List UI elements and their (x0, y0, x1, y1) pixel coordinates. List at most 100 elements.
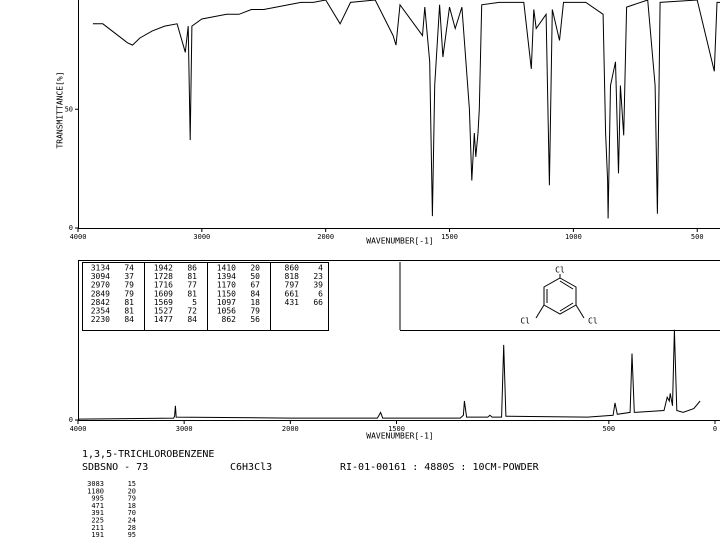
peak-intensity: 81 (124, 307, 134, 316)
peak-wavenumber: 1097 (217, 298, 236, 307)
double-bonds (546, 280, 574, 312)
raman-intensity: 28 (128, 524, 136, 532)
bond (575, 304, 585, 319)
x-tick-label: 1500 (388, 425, 405, 433)
raman-wavenumber: 391 (91, 509, 104, 517)
raman-intensity: 95 (128, 531, 136, 539)
peak-intensity: 66 (313, 298, 323, 307)
raman-intensity: 20 (128, 487, 136, 495)
raman-wavenumber: 225 (91, 517, 104, 525)
peak-intensity: 56 (250, 315, 260, 324)
peak-wavenumber: 1716 (154, 281, 173, 290)
peak-wavenumber: 661 (285, 289, 300, 298)
benzene-ring (543, 277, 577, 315)
peak-wavenumber: 1942 (154, 264, 173, 273)
spectrum-line (77, 329, 701, 420)
peak-wavenumber: 797 (285, 281, 300, 290)
peak-intensity: 74 (124, 264, 134, 273)
peak-wavenumber: 2842 (91, 298, 110, 307)
compound-name: 1,3,5-TRICHLOROBENZENE (82, 449, 214, 460)
peak-wavenumber: 1394 (217, 272, 236, 281)
peak-intensity: 81 (187, 272, 197, 281)
peak-wavenumber: 1569 (154, 298, 173, 307)
atom-label: Cl (555, 266, 565, 275)
peak-intensity: 79 (250, 307, 260, 316)
raman-intensity: 18 (128, 502, 136, 510)
peak-intensity: 84 (124, 315, 134, 324)
peak-intensity: 72 (187, 307, 197, 316)
peak-intensity: 6 (318, 289, 323, 298)
peak-intensity: 23 (313, 272, 323, 281)
ir-peak-box (82, 262, 329, 331)
peak-intensity: 37 (124, 272, 134, 281)
y-tick-label: 50 (65, 105, 73, 113)
peak-wavenumber: 2849 (91, 289, 110, 298)
peak-intensity: 4 (318, 264, 323, 273)
x-tick-label: 4000 (70, 233, 87, 241)
peak-wavenumber: 1056 (217, 307, 236, 316)
y-axis-label: TRANSMITTANCE[%] (56, 71, 65, 148)
structure: Cl Cl Cl (520, 266, 597, 326)
raman-wavenumber: 211 (91, 524, 104, 532)
peak-intensity: 79 (124, 289, 134, 298)
x-tick-label: 3000 (176, 425, 193, 433)
x-tick-label: 1000 (565, 233, 582, 241)
x-tick-label: 2000 (317, 233, 334, 241)
peak-wavenumber: 2230 (91, 315, 110, 324)
raman-intensity: 15 (128, 480, 136, 488)
x-axis-label: WAVENUMBER[-1] (366, 432, 433, 441)
y-tick-label: 0 (69, 224, 73, 232)
sample-code: RI-01-00161 : 4880S : 10CM-POWDER (340, 462, 540, 473)
peak-intensity: 77 (187, 281, 197, 290)
sdbs-number: SDBSNO - 73 (82, 462, 148, 473)
x-tick-label: 2000 (282, 425, 299, 433)
peak-wavenumber: 3134 (91, 264, 110, 273)
peak-intensity: 67 (250, 281, 260, 290)
peak-wavenumber: 2354 (91, 307, 110, 316)
raman-wavenumber: 191 (91, 531, 104, 539)
raman-intensity: 79 (128, 495, 136, 503)
atom-label: Cl (520, 317, 530, 326)
peak-intensity: 86 (187, 264, 197, 273)
raman-wavenumber: 1180 (87, 487, 104, 495)
peak-wavenumber: 1410 (217, 264, 236, 273)
peak-intensity: 50 (250, 272, 260, 281)
raman-wavenumber: 471 (91, 502, 104, 510)
peak-intensity: 18 (250, 298, 260, 307)
x-tick-label: 1500 (441, 233, 458, 241)
x-tick-label: 500 (691, 233, 704, 241)
peak-wavenumber: 1527 (154, 307, 173, 316)
peak-intensity: 20 (250, 264, 260, 273)
x-tick-label: 500 (603, 425, 616, 433)
peak-wavenumber: 1728 (154, 272, 173, 281)
peak-wavenumber: 860 (285, 264, 300, 273)
peak-intensity: 84 (250, 289, 260, 298)
peak-wavenumber: 3094 (91, 272, 110, 281)
raman-intensity: 70 (128, 509, 136, 517)
peak-intensity: 81 (187, 289, 197, 298)
peak-intensity: 81 (124, 298, 134, 307)
peak-wavenumber: 1170 (217, 281, 236, 290)
peak-wavenumber: 1477 (154, 315, 173, 324)
peak-intensity: 84 (187, 315, 197, 324)
x-tick-label: 0 (713, 425, 717, 433)
raman-frame (78, 260, 720, 421)
peak-intensity: 39 (313, 281, 323, 290)
peak-intensity: 5 (192, 298, 197, 307)
peak-wavenumber: 818 (285, 272, 300, 281)
atom-label: Cl (588, 317, 598, 326)
raman-wavenumber: 3083 (87, 480, 104, 488)
peak-wavenumber: 862 (222, 315, 237, 324)
x-tick-label: 3000 (193, 233, 210, 241)
x-tick-label: 4000 (70, 425, 87, 433)
bond (535, 304, 545, 319)
raman-wavenumber: 995 (91, 495, 104, 503)
x-axis-label: WAVENUMBER[-1] (366, 237, 433, 246)
peak-wavenumber: 2970 (91, 281, 110, 290)
raman-intensity: 24 (128, 517, 136, 525)
y-tick-label: 0 (69, 416, 73, 424)
peak-wavenumber: 1150 (217, 289, 236, 298)
formula: C6H3Cl3 (230, 462, 272, 473)
spectrum-line (92, 0, 720, 219)
